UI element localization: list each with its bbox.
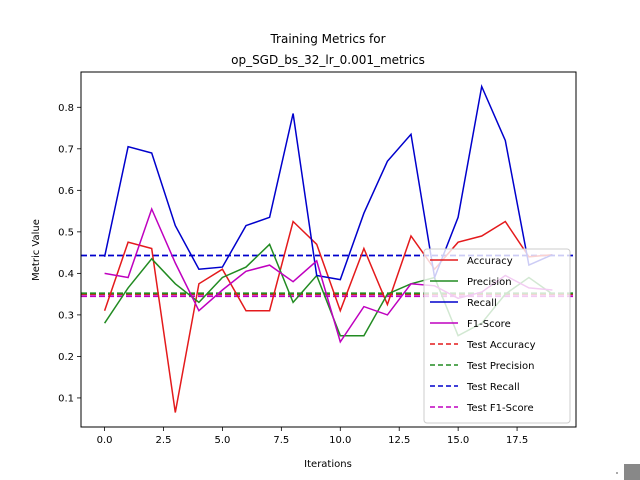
chart-title-line-1: Training Metrics for: [269, 32, 385, 46]
legend-box: [423, 248, 571, 424]
y-tick-label: 0.4: [58, 269, 74, 280]
y-tick-label: 0.5: [58, 227, 74, 238]
y-tick-label: 0.8: [58, 103, 74, 114]
legend-entry-label: Test Recall: [466, 382, 520, 393]
legend-entry-label: Test Precision: [466, 361, 535, 372]
y-tick-label: 0.7: [58, 144, 74, 155]
x-tick-label: 2.5: [156, 435, 172, 446]
y-tick-label: 0.3: [58, 310, 74, 321]
legend-entry-label: F1-Score: [467, 319, 511, 330]
x-tick-label: 12.5: [388, 435, 410, 446]
legend-entry-label: Precision: [467, 277, 512, 288]
chart-title-line-2: op_SGD_bs_32_lr_0.001_metrics: [231, 53, 425, 67]
x-tick-label: 17.5: [506, 435, 528, 446]
y-axis: 0.1 0.2 0.3 0.4 0.5 0.6 0.7 0.8: [58, 103, 81, 404]
legend-entry-label: Test Accuracy: [466, 340, 536, 351]
x-tick-label: 10.0: [329, 435, 351, 446]
resize-grip-dot: [616, 472, 618, 474]
legend-entry-label: Accuracy: [467, 256, 513, 267]
x-tick-label: 7.5: [273, 435, 289, 446]
legend-entry-label: Test F1-Score: [466, 403, 534, 414]
legend-entry-label: Recall: [467, 298, 497, 309]
chart-title: Training Metrics for op_SGD_bs_32_lr_0.0…: [231, 32, 425, 67]
x-tick-label: 5.0: [214, 435, 230, 446]
series-line-3: [103, 83, 553, 281]
x-axis-label: Iterations: [304, 459, 352, 470]
x-tick-label: 0.0: [97, 435, 113, 446]
x-axis: 0.0 2.5 5.0 7.5 10.0 12.5 15.0 17.5: [97, 427, 528, 446]
y-tick-label: 0.6: [58, 186, 74, 197]
resize-grip-icon[interactable]: [624, 464, 640, 480]
plot-frame: [80, 71, 577, 428]
y-tick-label: 0.1: [58, 393, 74, 404]
y-axis-label: Metric Value: [31, 219, 42, 281]
legend: Accuracy Precision Recall F1-Score Test Accu…: [423, 248, 571, 424]
x-tick-label: 15.0: [447, 435, 469, 446]
y-tick-label: 0.2: [58, 352, 74, 363]
